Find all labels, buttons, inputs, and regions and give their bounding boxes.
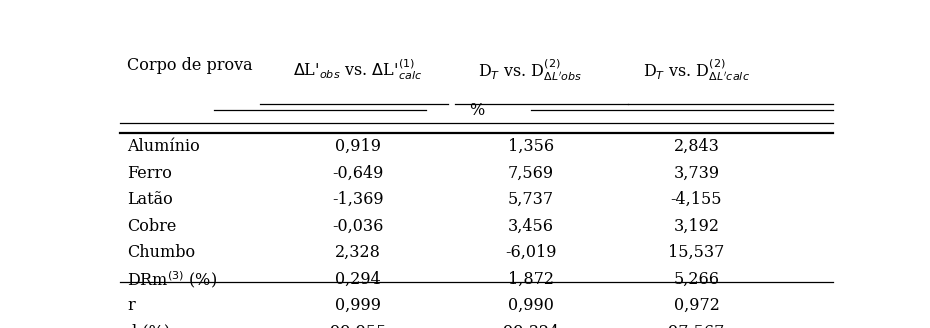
Text: -0,036: -0,036: [332, 218, 383, 235]
Text: 5,737: 5,737: [508, 191, 553, 208]
Text: Cobre: Cobre: [127, 218, 177, 235]
Text: Corpo de prova: Corpo de prova: [127, 57, 253, 74]
Text: 0,990: 0,990: [508, 297, 553, 314]
Text: 0,972: 0,972: [673, 297, 720, 314]
Text: 1,872: 1,872: [508, 271, 553, 288]
Text: %: %: [469, 102, 485, 119]
Text: 99,324: 99,324: [502, 324, 559, 328]
Text: 97,567: 97,567: [669, 324, 724, 328]
Text: -1,369: -1,369: [332, 191, 383, 208]
Text: D$_{\mathit{T}}$ vs. D$^{(2)}_{\Delta L'\mathit{obs}}$: D$_{\mathit{T}}$ vs. D$^{(2)}_{\Delta L'…: [478, 57, 583, 83]
Text: Ferro: Ferro: [127, 165, 172, 182]
Text: 1,356: 1,356: [508, 138, 553, 155]
Text: Chumbo: Chumbo: [127, 244, 195, 261]
Text: 2,328: 2,328: [335, 244, 380, 261]
Text: 0,294: 0,294: [335, 271, 380, 288]
Text: 3,456: 3,456: [508, 218, 553, 235]
Text: 0,999: 0,999: [335, 297, 380, 314]
Text: 5,266: 5,266: [673, 271, 720, 288]
Text: 15,537: 15,537: [669, 244, 724, 261]
Text: D$_{\mathit{T}}$ vs. D$^{(2)}_{\Delta L'\mathit{calc}}$: D$_{\mathit{T}}$ vs. D$^{(2)}_{\Delta L'…: [643, 57, 750, 83]
Text: -4,155: -4,155: [671, 191, 723, 208]
Text: 99,955: 99,955: [329, 324, 386, 328]
Text: r: r: [127, 297, 135, 314]
Text: $\Delta$L'$_{\mathit{obs}}$ vs. $\Delta$L'$^{(1)}_{\mathit{calc}}$: $\Delta$L'$_{\mathit{obs}}$ vs. $\Delta$…: [293, 57, 422, 82]
Text: 0,919: 0,919: [335, 138, 380, 155]
Text: 2,843: 2,843: [673, 138, 720, 155]
Text: 3,739: 3,739: [673, 165, 720, 182]
Text: 3,192: 3,192: [673, 218, 720, 235]
Text: 7,569: 7,569: [508, 165, 553, 182]
Text: d (%): d (%): [127, 324, 170, 328]
Text: DRm$^{(3)}$ (%): DRm$^{(3)}$ (%): [127, 269, 217, 290]
Text: -6,019: -6,019: [505, 244, 556, 261]
Text: Latão: Latão: [127, 191, 173, 208]
Text: -0,649: -0,649: [332, 165, 383, 182]
Text: Alumínio: Alumínio: [127, 138, 200, 155]
